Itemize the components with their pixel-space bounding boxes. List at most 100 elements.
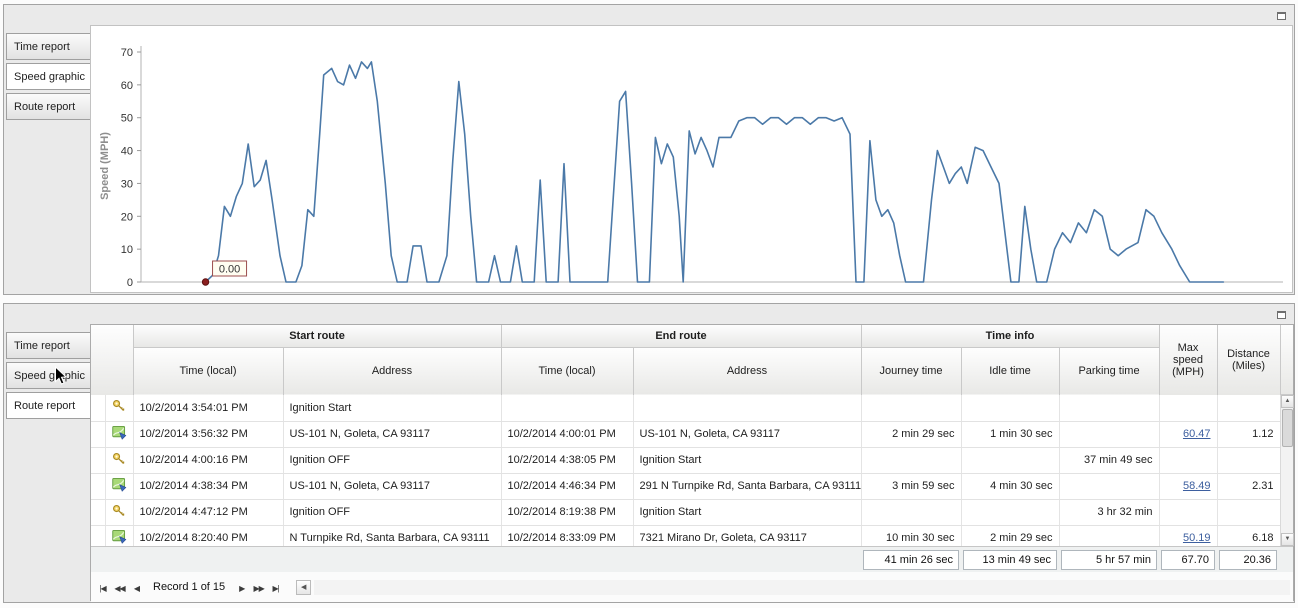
journey-time-cell: 2 min 29 sec xyxy=(861,421,962,448)
distance-cell xyxy=(1217,447,1280,474)
route-map-icon xyxy=(105,525,134,546)
col-parking-time[interactable]: Parking time xyxy=(1059,347,1160,396)
route-report-panel: Time report Speed graphic Route report S… xyxy=(3,303,1295,603)
vertical-scrollbar[interactable]: ▲ ▼ xyxy=(1280,395,1294,546)
tab-label: Speed graphic xyxy=(14,70,85,83)
idle-time-cell xyxy=(961,447,1060,474)
distance-cell xyxy=(1217,499,1280,526)
tab-label: Time report xyxy=(14,339,70,352)
band-end-route[interactable]: End route xyxy=(501,325,862,348)
tab-label: Route report xyxy=(14,399,76,412)
max-speed-cell xyxy=(1159,447,1218,474)
col-journey-time[interactable]: Journey time xyxy=(861,347,962,396)
svg-text:10: 10 xyxy=(121,244,133,256)
route-map-icon xyxy=(105,473,134,500)
tab-time-report[interactable]: Time report xyxy=(6,332,91,359)
start-address-cell: US-101 N, Goleta, CA 93117 xyxy=(283,421,502,448)
ignition-key-icon xyxy=(105,447,134,474)
idle-time-cell: 2 min 29 sec xyxy=(961,525,1060,546)
table-row[interactable]: 10/2/2014 3:54:01 PM Ignition Start xyxy=(91,395,1280,422)
parking-time-cell: 37 min 49 sec xyxy=(1059,447,1160,474)
start-address-cell: Ignition OFF xyxy=(283,447,502,474)
row-indicator xyxy=(91,525,106,546)
maximize-icon xyxy=(1277,11,1286,20)
tab-label: Time report xyxy=(14,40,70,53)
start-address-cell: N Turnpike Rd, Santa Barbara, CA 93111 xyxy=(283,525,502,546)
panel-maximize-button[interactable] xyxy=(1274,308,1289,321)
table-row[interactable]: 10/2/2014 8:20:40 PM N Turnpike Rd, Santa… xyxy=(91,525,1280,546)
tab-route-report[interactable]: Route report xyxy=(6,392,91,419)
journey-time-cell xyxy=(861,499,962,526)
summary-idle-time: 13 min 49 sec xyxy=(963,550,1057,570)
tab-route-report[interactable]: Route report xyxy=(6,93,91,120)
row-indicator xyxy=(91,499,106,526)
bottom-tabstrip: Time report Speed graphic Route report xyxy=(6,332,91,422)
next-page-button[interactable]: ▶▶ xyxy=(253,584,265,593)
prev-page-button[interactable]: ◀◀ xyxy=(114,584,125,593)
horizontal-scrollbar-track[interactable] xyxy=(314,579,1290,595)
panel-maximize-button[interactable] xyxy=(1274,9,1289,22)
parking-time-cell xyxy=(1059,421,1160,448)
tab-speed-graphic[interactable]: Speed graphic xyxy=(6,362,91,389)
max-speed-link[interactable]: 50.19 xyxy=(1182,532,1211,544)
end-time-cell: 10/2/2014 8:33:09 PM xyxy=(501,525,634,546)
summary-row: 41 min 26 sec 13 min 49 sec 5 hr 57 min … xyxy=(91,546,1293,572)
summary-parking-time: 5 hr 57 min xyxy=(1061,550,1157,570)
max-speed-link[interactable]: 58.49 xyxy=(1182,480,1211,492)
route-map-icon xyxy=(105,421,134,448)
indicator-column-header xyxy=(91,325,134,396)
max-speed-link[interactable]: 60.47 xyxy=(1182,428,1211,440)
band-start-route[interactable]: Start route xyxy=(133,325,502,348)
row-indicator xyxy=(91,473,106,500)
table-row[interactable]: 10/2/2014 4:38:34 PM US-101 N, Goleta, CA… xyxy=(91,473,1280,500)
scroll-up-button[interactable]: ▲ xyxy=(1281,395,1294,408)
prev-record-button[interactable]: ◀ xyxy=(133,584,140,593)
distance-cell: 1.12 xyxy=(1217,421,1280,448)
col-idle-time[interactable]: Idle time xyxy=(961,347,1060,396)
hscroll-left-button[interactable]: ◀ xyxy=(296,579,312,595)
table-row[interactable]: 10/2/2014 3:56:32 PM US-101 N, Goleta, CA… xyxy=(91,421,1280,448)
col-start-time[interactable]: Time (local) xyxy=(133,347,284,396)
tab-label: Speed graphic xyxy=(14,369,85,382)
tab-speed-graphic[interactable]: Speed graphic xyxy=(6,63,91,90)
col-end-time[interactable]: Time (local) xyxy=(501,347,634,396)
max-speed-cell: 50.19 xyxy=(1159,525,1218,546)
journey-time-cell xyxy=(861,395,962,422)
col-start-address[interactable]: Address xyxy=(283,347,502,396)
col-distance[interactable]: Distance (Miles) xyxy=(1217,325,1281,396)
max-speed-cell: 58.49 xyxy=(1159,473,1218,500)
table-row[interactable]: 10/2/2014 4:00:16 PM Ignition OFF 10/2/201… xyxy=(91,447,1280,474)
record-counter: Record 1 of 15 xyxy=(153,581,226,593)
y-axis-title: Speed (MPH) xyxy=(99,132,111,200)
next-record-button[interactable]: ▶ xyxy=(239,584,245,593)
grid-rows-viewport: 10/2/2014 3:54:01 PM Ignition Start 10/2/2… xyxy=(91,395,1280,546)
end-time-cell: 10/2/2014 8:19:38 PM xyxy=(501,499,634,526)
scrollbar-thumb[interactable] xyxy=(1282,409,1293,447)
journey-time-cell xyxy=(861,447,962,474)
max-speed-cell xyxy=(1159,499,1218,526)
journey-time-cell: 3 min 59 sec xyxy=(861,473,962,500)
band-time-info[interactable]: Time info xyxy=(861,325,1160,348)
svg-text:50: 50 xyxy=(121,113,133,125)
last-record-button[interactable]: ▶| xyxy=(272,584,280,593)
speed-graphic-panel: Time report Speed graphic Route report S… xyxy=(3,4,1295,295)
grid-header: Start route End route Time info Max spee… xyxy=(91,325,1281,396)
svg-text:0.00: 0.00 xyxy=(219,264,240,276)
first-record-button[interactable]: |◀ xyxy=(99,584,106,593)
tab-time-report[interactable]: Time report xyxy=(6,33,91,60)
col-max-speed[interactable]: Max speed (MPH) xyxy=(1159,325,1218,396)
scroll-down-button[interactable]: ▼ xyxy=(1281,533,1294,546)
summary-distance: 20.36 xyxy=(1219,550,1277,570)
col-end-address[interactable]: Address xyxy=(633,347,862,396)
parking-time-cell: 3 hr 32 min xyxy=(1059,499,1160,526)
speed-line-chart: 0 10 20 30 40 50 60 70 0.00 xyxy=(121,46,1283,289)
table-row[interactable]: 10/2/2014 4:47:12 PM Ignition OFF 10/2/201… xyxy=(91,499,1280,526)
tab-label: Route report xyxy=(14,100,76,113)
start-time-cell: 10/2/2014 3:54:01 PM xyxy=(133,395,284,422)
row-indicator xyxy=(91,421,106,448)
idle-time-cell: 4 min 30 sec xyxy=(961,473,1060,500)
journey-time-cell: 10 min 30 sec xyxy=(861,525,962,546)
distance-cell: 2.31 xyxy=(1217,473,1280,500)
parking-time-cell xyxy=(1059,525,1160,546)
